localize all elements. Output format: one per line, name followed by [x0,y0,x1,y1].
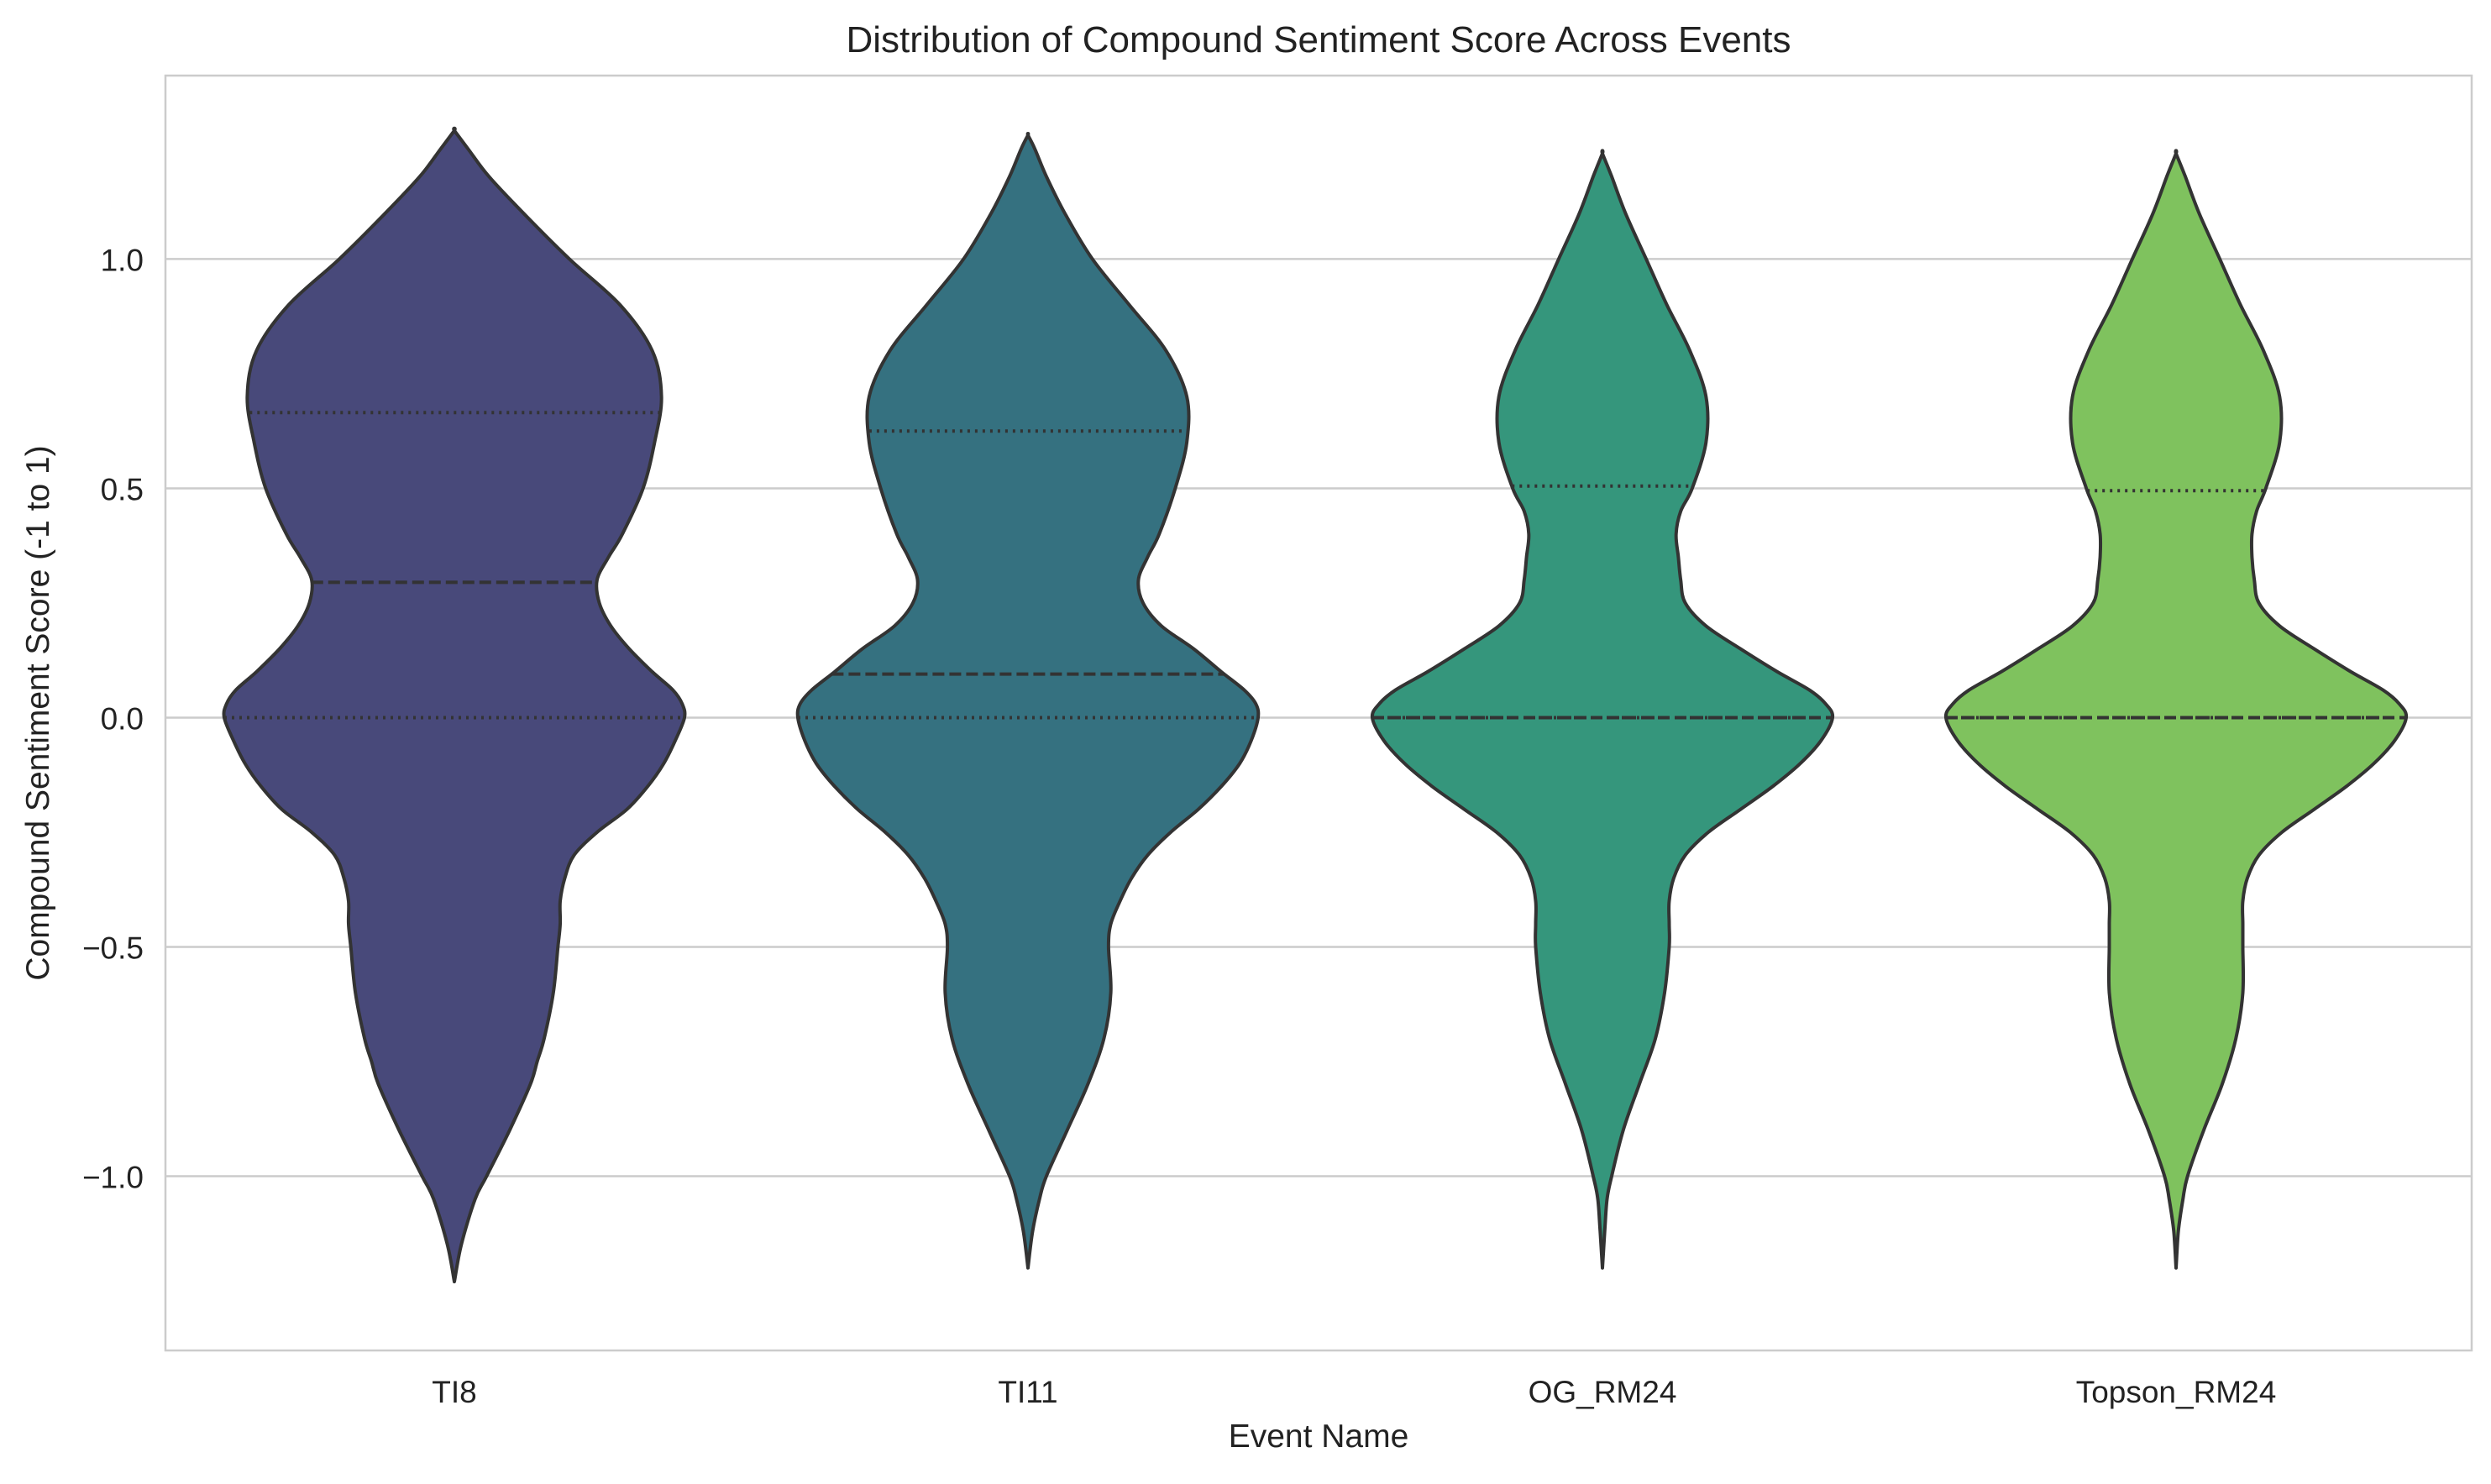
x-tick-label: Topson_RM24 [2076,1375,2277,1409]
violins [222,126,2409,1284]
plot-frame [164,74,2473,1352]
y-axis-label: Compound Sentiment Score (-1 to 1) [20,445,56,980]
x-tick-label: TI11 [998,1375,1057,1409]
chart-title: Distribution of Compound Sentiment Score… [847,19,1791,60]
violin-og-rm24 [1370,149,1835,1270]
x-tick-label: OG_RM24 [1529,1375,1677,1409]
x-axis-label: Event Name [1229,1418,1409,1455]
violin-ti11 [795,131,1261,1270]
y-tick-label: 0.0 [101,701,144,736]
x-tick-label: TI8 [432,1375,476,1409]
y-tick-label: 1.0 [101,243,144,277]
y-tick-label: −1.0 [82,1161,144,1195]
y-tick-label: 0.5 [101,472,144,506]
violin-topson-rm24 [1943,149,2409,1270]
y-tick-label: −0.5 [82,931,144,965]
tick-labels: −1.0 −0.5 0.0 0.5 1.0 TI8 TI11 OG_RM24 Topson_RM… [82,243,2276,1409]
violin-ti8 [222,126,687,1284]
